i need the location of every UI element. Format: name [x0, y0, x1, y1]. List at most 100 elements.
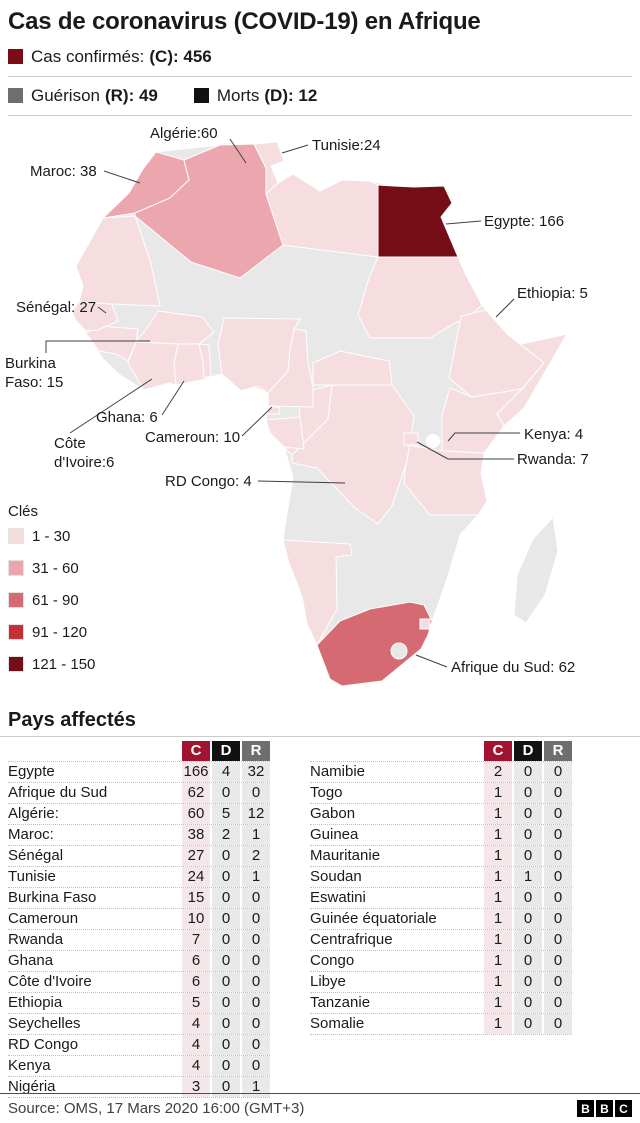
- column-header-r: R: [242, 740, 270, 761]
- bbc-logo: B B C: [577, 1100, 632, 1117]
- country-name: Tanzanie: [310, 994, 371, 1012]
- value-r: 0: [544, 761, 572, 782]
- table-row: Libye 1 0 0: [310, 971, 572, 993]
- value-c: 24: [182, 866, 210, 887]
- value-d: 0: [212, 1055, 240, 1076]
- affected-countries-tables: C D R Egypte 166 4 32 Afrique du Sud 62 0 0 Algérie…: [0, 740, 640, 1098]
- map-country-kenya: [441, 387, 524, 454]
- map-label-kenya: Kenya: 4: [524, 425, 584, 443]
- value-r: 0: [242, 782, 270, 803]
- country-name: Algérie:: [8, 805, 59, 823]
- table-row: Soudan 1 1 0: [310, 866, 572, 888]
- table-row: Rwanda 7 0 0: [8, 929, 270, 951]
- value-r: 0: [242, 971, 270, 992]
- legend-swatch-icon: [8, 560, 24, 577]
- africa-choropleth-map: Algérie:60 Tunisie:24 Maroc: 38 Egypte: …: [0, 123, 640, 703]
- country-name: Tunisie: [8, 868, 56, 886]
- confirmed-stat-row: Cas confirmés: (C): 456: [8, 45, 632, 69]
- map-country-egypte: [377, 184, 459, 258]
- page-title: Cas de coronavirus (COVID-19) en Afrique: [8, 8, 481, 35]
- value-c: 1: [484, 887, 512, 908]
- table-row: Ghana 6 0 0: [8, 950, 270, 972]
- map-lake-victoria: [426, 433, 440, 448]
- value-c: 1: [484, 992, 512, 1013]
- value-c: 2: [484, 761, 512, 782]
- country-name: Ghana: [8, 952, 54, 970]
- recovered-label: Guérison: [31, 85, 100, 105]
- value-d: 0: [514, 950, 542, 971]
- country-name: Cameroun: [8, 910, 79, 928]
- value-d: 0: [212, 1013, 240, 1034]
- confirmed-value: (C): 456: [149, 46, 212, 66]
- value-c: 38: [182, 824, 210, 845]
- map-label-maroc: Maroc: 38: [30, 162, 97, 180]
- value-c: 60: [182, 803, 210, 824]
- map-lesotho-enclave: [390, 642, 408, 660]
- countries-table-right: C D R Namibie 2 0 0 Togo 1 0 0 Gabon 1 0 0 Guinea 1 0 0 Mau…: [310, 740, 572, 1098]
- map-country-togo: [198, 343, 212, 379]
- map-country-gabon: [265, 416, 305, 450]
- legend-item: 121 - 150: [8, 656, 95, 673]
- value-d: 0: [514, 782, 542, 803]
- country-name: Soudan: [310, 868, 362, 886]
- map-label-burkina-faso: Burkina Faso: 15: [5, 354, 64, 391]
- value-c: 6: [182, 971, 210, 992]
- map-madagascar: [513, 515, 559, 624]
- leader-line-cote-divoire: [69, 378, 153, 434]
- country-name: Nigéria: [8, 1078, 56, 1096]
- column-header-c: C: [484, 740, 512, 761]
- value-d: 2: [212, 824, 240, 845]
- value-d: 0: [514, 824, 542, 845]
- leader-line-burkina: [45, 340, 150, 353]
- map-country-tanzanie: [403, 444, 488, 516]
- leader-line-senegal: [97, 306, 107, 314]
- value-r: 0: [544, 908, 572, 929]
- legend-items: 1 - 30 31 - 60 61 - 90 91 - 120 121 - 150: [8, 528, 95, 673]
- value-c: 1: [484, 782, 512, 803]
- value-r: 0: [544, 971, 572, 992]
- confirmed-swatch-icon: [8, 49, 23, 65]
- legend-swatch-icon: [8, 592, 24, 609]
- value-c: 1: [484, 971, 512, 992]
- column-header-d: D: [514, 740, 542, 761]
- table-row: Mauritanie 1 0 0: [310, 845, 572, 867]
- value-r: 1: [242, 866, 270, 887]
- divider: [0, 735, 640, 737]
- map-label-afrique-du-sud: Afrique du Sud: 62: [451, 658, 576, 676]
- country-name: Rwanda: [8, 931, 64, 949]
- source-text: Source: OMS, 17 Mars 2020 16:00 (GMT+3): [8, 1100, 305, 1117]
- legend-item: 61 - 90: [8, 592, 95, 609]
- value-d: 0: [514, 845, 542, 866]
- recovered-swatch-icon: [8, 88, 23, 104]
- value-r: 0: [242, 887, 270, 908]
- footer: Source: OMS, 17 Mars 2020 16:00 (GMT+3) …: [0, 1093, 640, 1123]
- value-c: 1: [484, 908, 512, 929]
- leader-line-rd-congo: [257, 480, 346, 484]
- legend-swatch-icon: [8, 624, 24, 641]
- table-row: Seychelles 4 0 0: [8, 1013, 270, 1035]
- value-d: 0: [514, 887, 542, 908]
- legend-title: Clés: [8, 502, 39, 520]
- value-d: 0: [514, 761, 542, 782]
- map-label-cameroun: Cameroun: 10: [145, 428, 241, 446]
- value-d: 0: [212, 782, 240, 803]
- map-legend: Clés 1 - 30 31 - 60 61 - 90 91 - 120 121 - 1…: [8, 503, 95, 688]
- country-name: Sénégal: [8, 847, 64, 865]
- table-row: RD Congo 4 0 0: [8, 1034, 270, 1056]
- leader-line-algerie: [229, 138, 247, 164]
- legend-item: 91 - 120: [8, 624, 95, 641]
- map-country-namibie: [282, 539, 353, 646]
- country-name: Côte d'Ivoire: [8, 973, 92, 991]
- value-r: 0: [242, 1034, 270, 1055]
- map-country-eswatini: [419, 618, 431, 630]
- value-d: 0: [514, 803, 542, 824]
- map-label-ethiopia: Ethiopia: 5: [517, 284, 588, 302]
- value-r: 32: [242, 761, 270, 782]
- map-svg: [45, 138, 569, 687]
- deaths-label: Morts: [216, 85, 260, 105]
- value-r: 0: [242, 908, 270, 929]
- country-name: Libye: [310, 973, 346, 991]
- value-c: 4: [182, 1055, 210, 1076]
- leader-line-rwanda: [416, 441, 514, 460]
- divider: [8, 75, 632, 77]
